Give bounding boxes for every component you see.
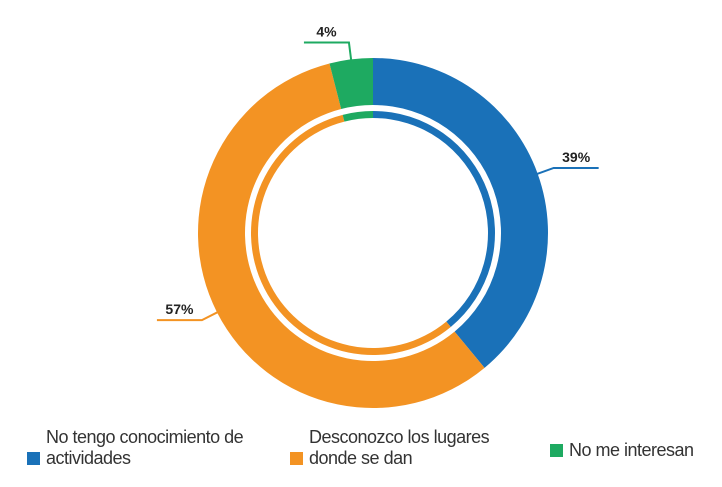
- legend-item: No tengo conocimiento de actividades: [27, 427, 276, 469]
- leader-line: [156, 309, 222, 322]
- data-label: 57%: [165, 301, 194, 317]
- donut-segment: [197, 63, 485, 409]
- legend-item: Desconozco los lugares donde se dan: [290, 427, 519, 469]
- data-label: 39%: [562, 149, 591, 165]
- donut-segment: [329, 58, 373, 110]
- legend-label: Desconozco los lugares donde se dan: [309, 427, 490, 468]
- legend-label: No tengo conocimiento de actividades: [46, 427, 244, 468]
- legend-label: No me interesan: [569, 440, 694, 460]
- inner-ring-segment: [250, 114, 451, 356]
- donut-segment: [373, 58, 548, 368]
- leader-line: [303, 41, 353, 65]
- legend-swatch: [290, 452, 303, 465]
- legend-item: No me interesan: [550, 440, 722, 461]
- data-label: 4%: [316, 24, 337, 40]
- legend-swatch: [27, 452, 40, 465]
- inner-ring-segment: [342, 111, 373, 122]
- legend-swatch: [550, 444, 563, 457]
- leader-line: [532, 166, 599, 177]
